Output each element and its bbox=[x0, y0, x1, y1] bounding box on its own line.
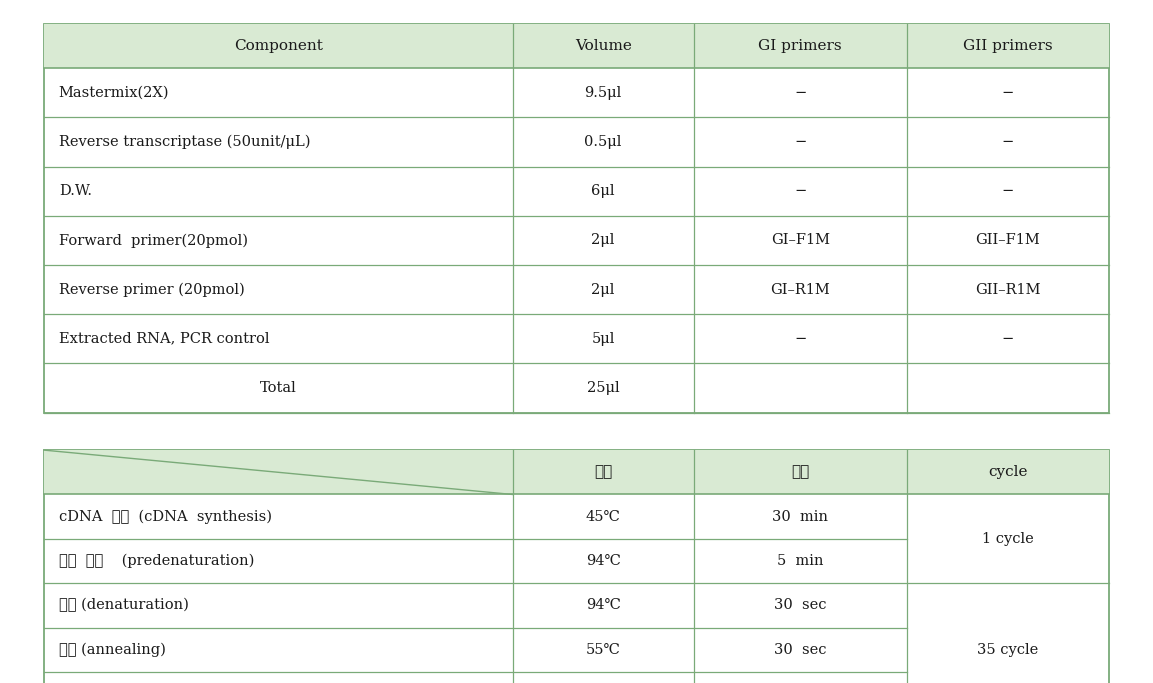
Text: 변성 (denaturation): 변성 (denaturation) bbox=[59, 598, 189, 613]
Text: 2μl: 2μl bbox=[591, 234, 615, 247]
Text: 30  sec: 30 sec bbox=[774, 598, 827, 613]
FancyBboxPatch shape bbox=[44, 24, 1109, 413]
Text: −: − bbox=[1002, 184, 1015, 198]
Text: GII–F1M: GII–F1M bbox=[975, 234, 1040, 247]
Text: −: − bbox=[794, 86, 806, 100]
Text: GII–R1M: GII–R1M bbox=[975, 283, 1041, 296]
Bar bbox=[44, 24, 1109, 68]
Text: GII primers: GII primers bbox=[963, 39, 1053, 53]
Text: 45℃: 45℃ bbox=[586, 510, 620, 524]
Text: 94℃: 94℃ bbox=[586, 598, 620, 613]
Text: 55℃: 55℃ bbox=[586, 643, 620, 657]
Text: Mastermix(2X): Mastermix(2X) bbox=[59, 86, 169, 100]
Text: GI–R1M: GI–R1M bbox=[770, 283, 830, 296]
Text: Forward  primer(20pmol): Forward primer(20pmol) bbox=[59, 233, 248, 248]
Text: 온도: 온도 bbox=[594, 465, 612, 479]
Text: 시간: 시간 bbox=[791, 465, 809, 479]
Text: −: − bbox=[1002, 86, 1015, 100]
Text: 0.5μl: 0.5μl bbox=[585, 135, 621, 149]
Text: 30  sec: 30 sec bbox=[774, 643, 827, 657]
Text: Reverse transcriptase (50unit/μL): Reverse transcriptase (50unit/μL) bbox=[59, 135, 310, 150]
Text: −: − bbox=[1002, 332, 1015, 346]
Text: cDNA  합성  (cDNA  synthesis): cDNA 합성 (cDNA synthesis) bbox=[59, 510, 272, 524]
Text: GI primers: GI primers bbox=[759, 39, 842, 53]
Bar bbox=[44, 450, 1109, 494]
Text: 30  min: 30 min bbox=[773, 510, 828, 524]
Text: 9.5μl: 9.5μl bbox=[585, 86, 621, 100]
Text: Volume: Volume bbox=[574, 39, 632, 53]
Text: −: − bbox=[794, 332, 806, 346]
Text: Reverse primer (20pmol): Reverse primer (20pmol) bbox=[59, 282, 244, 297]
Text: 25μl: 25μl bbox=[587, 381, 619, 395]
Text: D.W.: D.W. bbox=[59, 184, 92, 198]
Text: GI–F1M: GI–F1M bbox=[770, 234, 830, 247]
Text: cycle: cycle bbox=[988, 465, 1027, 479]
Text: −: − bbox=[794, 135, 806, 149]
Text: Total: Total bbox=[259, 381, 296, 395]
Text: 결합 (annealing): 결합 (annealing) bbox=[59, 643, 166, 657]
Text: −: − bbox=[794, 184, 806, 198]
Text: −: − bbox=[1002, 135, 1015, 149]
Text: 94℃: 94℃ bbox=[586, 554, 620, 568]
Text: 2μl: 2μl bbox=[591, 283, 615, 296]
Text: Extracted RNA, PCR control: Extracted RNA, PCR control bbox=[59, 332, 270, 346]
Text: 6μl: 6μl bbox=[591, 184, 615, 198]
Text: 5  min: 5 min bbox=[777, 554, 823, 568]
Text: 1 cycle: 1 cycle bbox=[982, 532, 1034, 546]
FancyBboxPatch shape bbox=[44, 450, 1109, 683]
Text: 초기  변성    (predenaturation): 초기 변성 (predenaturation) bbox=[59, 554, 254, 568]
Text: Component: Component bbox=[234, 39, 323, 53]
Text: 35 cycle: 35 cycle bbox=[978, 643, 1039, 657]
Text: 5μl: 5μl bbox=[591, 332, 615, 346]
